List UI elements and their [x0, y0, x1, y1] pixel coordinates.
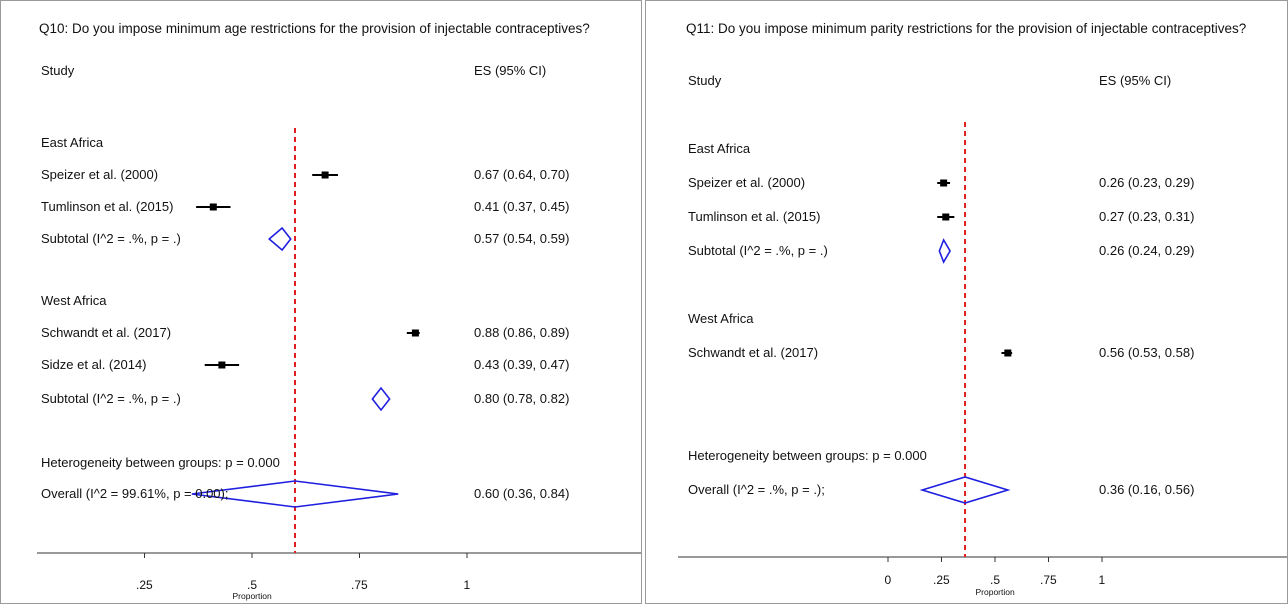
study-label: Speizer et al. (2000) — [688, 175, 806, 190]
overall-diamond — [919, 476, 1011, 504]
x-axis-title: Proportion — [232, 591, 272, 601]
point-estimate-tumlinson-et-al-2015 — [209, 203, 217, 211]
forest-plot-svg — [678, 122, 1287, 562]
column-header-study: Study — [688, 73, 722, 88]
subtotal-diamond — [371, 386, 391, 412]
study-label: Tumlinson et al. (2015) — [41, 199, 174, 214]
point-estimate-schwandt-et-al-2017 — [411, 329, 419, 337]
heterogeneity-note: Heterogeneity between groups: p = 0.000 — [688, 448, 927, 463]
es-ci-label: 0.60 (0.36, 0.84) — [474, 486, 570, 501]
group-label: West Africa — [688, 311, 754, 326]
chart-title: Q11: Do you impose minimum parity restri… — [686, 21, 1247, 36]
forest-plot-q10: Q10: Do you impose minimum age restricti… — [0, 0, 642, 604]
overall-diamond — [191, 480, 399, 508]
study-label: Sidze et al. (2014) — [41, 357, 147, 372]
forest-plot-svg — [37, 128, 641, 558]
es-ci-label: 0.36 (0.16, 0.56) — [1099, 482, 1195, 497]
group-label: East Africa — [688, 141, 751, 156]
x-tick-label: .5 — [990, 573, 1001, 587]
x-tick-label: .75 — [351, 578, 368, 592]
point-estimate-sidze-et-al-2014 — [218, 361, 226, 369]
es-ci-label: 0.26 (0.23, 0.29) — [1099, 175, 1195, 190]
es-ci-label: 0.88 (0.86, 0.89) — [474, 325, 570, 340]
es-ci-label: 0.56 (0.53, 0.58) — [1099, 345, 1195, 360]
subtotal-label: Subtotal (I^2 = .%, p = .) — [41, 391, 181, 406]
x-tick-label: .25 — [136, 578, 153, 592]
subtotal-label: Subtotal (I^2 = .%, p = .) — [41, 231, 181, 246]
group-label: West Africa — [41, 293, 107, 308]
study-label: Speizer et al. (2000) — [41, 167, 159, 182]
x-axis-title: Proportion — [975, 587, 1015, 597]
x-tick-label: 1 — [463, 578, 471, 592]
column-header-study: Study — [41, 63, 75, 78]
column-header-es: ES (95% CI) — [474, 63, 547, 78]
overall-label: Overall (I^2 = .%, p = .); — [688, 482, 825, 497]
x-tick-label: 0 — [884, 573, 892, 587]
es-ci-label: 0.41 (0.37, 0.45) — [474, 199, 570, 214]
overall-label: Overall (I^2 = 99.61%, p = 0.00); — [41, 486, 229, 501]
es-ci-label: 0.43 (0.39, 0.47) — [474, 357, 570, 372]
es-ci-label: 0.67 (0.64, 0.70) — [474, 167, 570, 182]
column-header-es: ES (95% CI) — [1099, 73, 1172, 88]
group-label: East Africa — [41, 135, 104, 150]
x-tick-label: .25 — [933, 573, 950, 587]
subtotal-label: Subtotal (I^2 = .%, p = .) — [688, 243, 828, 258]
point-estimate-tumlinson-et-al-2015 — [942, 213, 950, 221]
es-ci-label: 0.27 (0.23, 0.31) — [1099, 209, 1195, 224]
study-label: Schwandt et al. (2017) — [41, 325, 172, 340]
subtotal-diamond — [267, 226, 292, 252]
x-tick-label: .75 — [1040, 573, 1057, 587]
subtotal-diamond — [938, 238, 951, 264]
forest-plot-q11: Q11: Do you impose minimum parity restri… — [645, 0, 1288, 604]
chart-title: Q10: Do you impose minimum age restricti… — [39, 21, 590, 36]
x-tick-label: .5 — [247, 578, 258, 592]
point-estimate-speizer-et-al-2000 — [321, 171, 329, 179]
es-ci-label: 0.80 (0.78, 0.82) — [474, 391, 570, 406]
point-estimate-speizer-et-al-2000 — [940, 179, 948, 187]
point-estimate-schwandt-et-al-2017 — [1004, 349, 1012, 357]
es-ci-label: 0.26 (0.24, 0.29) — [1099, 243, 1195, 258]
study-label: Tumlinson et al. (2015) — [688, 209, 821, 224]
study-label: Schwandt et al. (2017) — [688, 345, 819, 360]
es-ci-label: 0.57 (0.54, 0.59) — [474, 231, 570, 246]
heterogeneity-note: Heterogeneity between groups: p = 0.000 — [41, 455, 280, 470]
x-tick-label: 1 — [1098, 573, 1106, 587]
